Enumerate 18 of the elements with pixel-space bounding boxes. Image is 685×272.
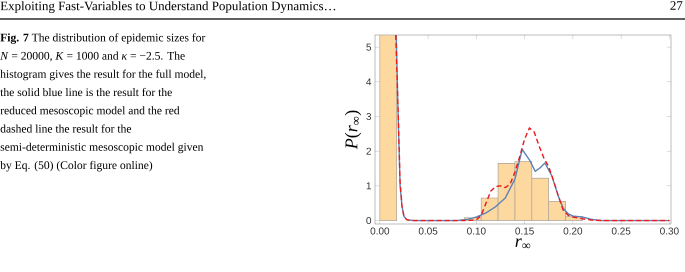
y-tick-label: 3 <box>366 112 372 120</box>
text: Exploiting Fast-Variables to Understand Population Dynamics… <box>0 1 336 13</box>
x-tick-label: 0.05 <box>418 228 438 235</box>
x-tick-label: 0.15 <box>515 228 534 235</box>
x-tick-label: 0.10 <box>467 228 486 235</box>
text: Fig. 7 The distribution of epidemic sizes for N = 20000, K = 1000 and κ = −2.5. The histogram gives the result for the full model, the solid blue line is the result for the reduced mesoscopic model and the red dashed line the result for the semi-deterministic mesoscopic model given by Eq. (50) (Color figure online) <box>0 33 206 172</box>
text: 27 <box>670 1 682 10</box>
y-tick-label: 4 <box>366 78 372 86</box>
y-axis-title: P(r$_{∞}$) <box>344 110 362 150</box>
x-tick-label: 0.00 <box>370 228 390 235</box>
x-tick-label: 0.20 <box>564 228 582 235</box>
x-tick-label: 0.30 <box>660 228 679 235</box>
y-tick-label: 0 <box>366 217 372 224</box>
y-tick-label: 1 <box>366 182 372 190</box>
y-tick-label: 5 <box>366 44 372 51</box>
y-tick-label: 2 <box>366 148 371 155</box>
x-axis-title: r$_{∞}$ <box>516 238 530 248</box>
x-tick-label: 0.25 <box>612 228 630 235</box>
